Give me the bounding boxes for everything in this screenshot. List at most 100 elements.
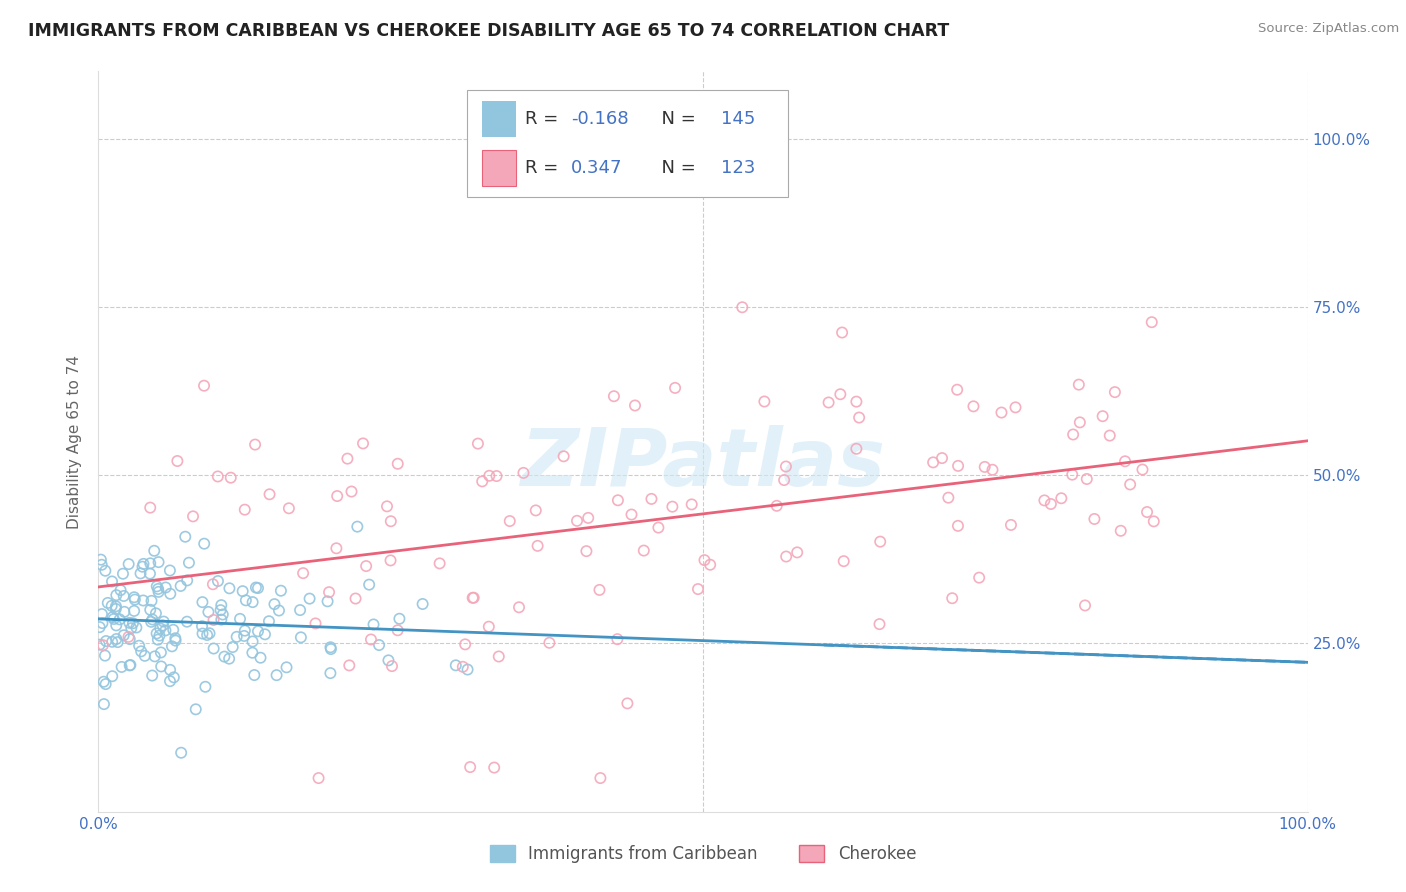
Point [304,616,326,631]
Point [1114,454,1136,468]
Point [141,615,163,629]
Point [786,545,808,559]
Point [120,621,142,635]
Point [471,475,494,489]
Point [242,634,264,648]
Point [845,394,868,409]
Point [1050,491,1073,506]
Point [363,617,385,632]
Point [159,663,181,677]
Point [1098,428,1121,442]
Point [202,613,225,627]
Point [457,663,479,677]
Point [90,558,112,572]
Point [94,634,117,648]
Point [773,473,796,487]
Point [176,615,198,629]
Point [170,746,193,760]
Point [143,543,166,558]
Point [316,594,339,608]
Point [267,603,290,617]
Point [118,658,141,673]
Point [155,624,177,638]
Text: 123: 123 [721,160,755,178]
Point [159,674,181,689]
Point [197,605,219,619]
Point [235,593,257,607]
Point [134,648,156,663]
Point [259,487,281,501]
Point [110,583,132,598]
Point [122,616,145,631]
Point [377,653,399,667]
Point [118,615,141,630]
Point [93,674,115,689]
Point [118,632,141,646]
Point [101,635,124,649]
Point [565,514,588,528]
Point [232,584,254,599]
Point [263,597,285,611]
Point [973,459,995,474]
Point [141,612,163,626]
Point [214,649,236,664]
Point [831,326,853,340]
Point [981,463,1004,477]
Point [1076,472,1098,486]
Point [624,399,647,413]
Point [89,620,111,634]
Point [588,582,610,597]
Point [218,582,240,596]
Point [276,660,298,674]
Point [120,658,142,673]
Point [664,381,686,395]
Point [336,451,359,466]
Point [94,677,117,691]
Point [128,639,150,653]
Point [508,600,530,615]
Point [163,670,186,684]
Point [257,614,280,628]
Point [211,607,233,622]
Point [288,603,311,617]
Point [209,603,232,617]
Point [207,469,229,483]
Point [412,597,434,611]
Point [1091,409,1114,424]
Point [387,624,409,638]
Point [620,508,643,522]
Point [155,581,177,595]
Point [429,557,451,571]
Point [319,642,342,657]
Point [103,612,125,626]
Point [845,442,868,456]
Point [661,500,683,514]
Bar [482,101,516,136]
Point [97,596,120,610]
Text: N =: N = [650,160,702,178]
Point [166,454,188,468]
Bar [467,90,787,197]
Point [89,638,111,652]
Point [148,585,170,599]
Point [209,613,232,627]
Point [112,605,135,619]
Point [298,591,321,606]
Point [1119,477,1142,491]
Point [832,554,855,568]
Point [139,603,162,617]
Point [553,450,575,464]
Point [699,558,721,572]
Text: ZIPatlas: ZIPatlas [520,425,886,503]
Point [1140,315,1163,329]
Point [266,668,288,682]
Point [606,493,628,508]
Point [141,668,163,682]
Point [91,638,114,652]
Point [195,628,218,642]
Point [246,624,269,639]
Point [202,641,225,656]
Point [177,556,200,570]
Point [191,626,214,640]
Point [1132,462,1154,476]
